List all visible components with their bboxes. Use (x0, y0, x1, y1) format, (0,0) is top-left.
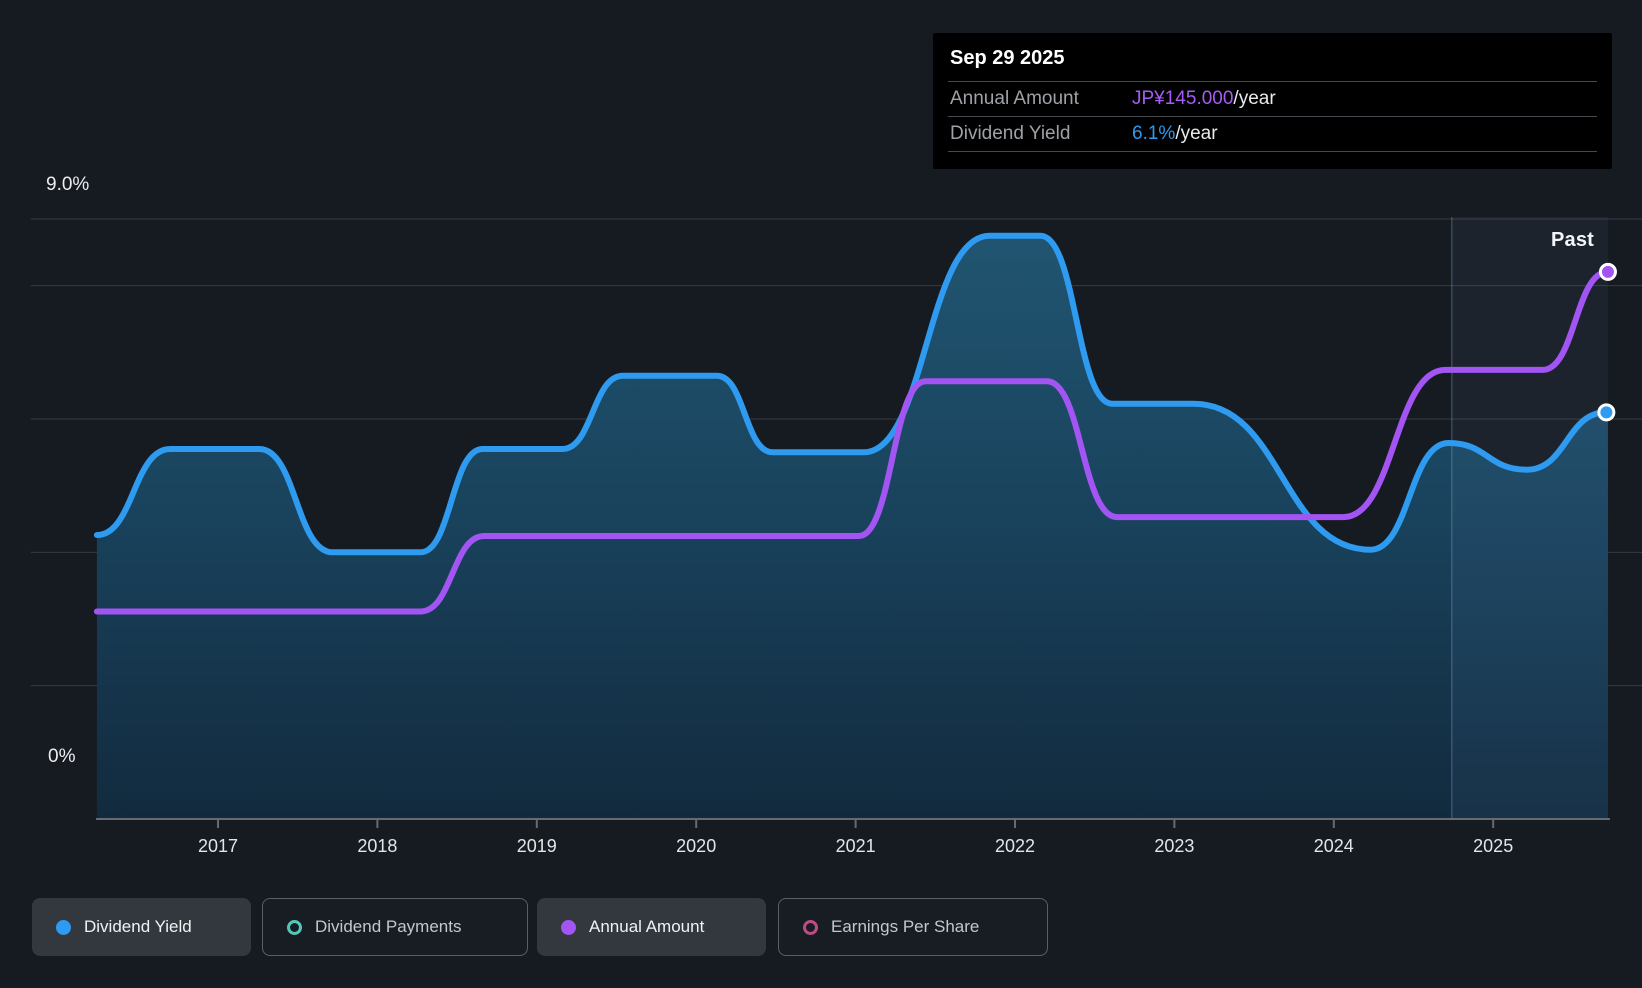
tooltip-footer-divider (948, 151, 1597, 169)
series-end-markers (1597, 262, 1617, 422)
tooltip-value-suffix: /year (1175, 123, 1218, 144)
legend-button-earnings-per-share[interactable]: Earnings Per Share (778, 898, 1048, 956)
past-region-highlight (1451, 217, 1608, 819)
tooltip-row-dividend-yield: Dividend Yield 6.1%/year (948, 116, 1597, 151)
ring-dot-icon (287, 919, 302, 935)
x-axis-label: 2025 (1473, 836, 1514, 856)
legend-label: Dividend Payments (315, 917, 462, 936)
x-axis-label: 2022 (994, 836, 1036, 856)
tooltip-row-annual-amount: Annual Amount JP¥145.000/year (948, 81, 1597, 116)
y-axis-max-label: 9.0% (46, 174, 90, 195)
legend-label: Dividend Yield (84, 917, 192, 936)
x-axis-label: 2018 (357, 836, 398, 856)
x-axis-line (96, 818, 1610, 828)
legend-button-dividend-payments[interactable]: Dividend Payments (262, 898, 528, 956)
tooltip-value: JP¥145.000 (1132, 88, 1234, 109)
x-axis-label: 2020 (676, 836, 717, 856)
x-axis-label: 2019 (516, 836, 557, 856)
x-axis-label: 2023 (1154, 836, 1195, 856)
legend-button-annual-amount[interactable]: Annual Amount (537, 898, 766, 956)
tooltip-date: Sep 29 2025 (950, 47, 1065, 69)
x-axis-label: 2021 (835, 836, 876, 856)
tooltip-label: Dividend Yield (950, 123, 1071, 144)
tooltip-label: Annual Amount (950, 88, 1079, 109)
past-label: Past (1550, 229, 1594, 251)
yield-area-fill (96, 235, 1608, 819)
tooltip-value-suffix: /year (1233, 88, 1276, 109)
legend-label: Annual Amount (589, 917, 705, 936)
chart-tooltip: Sep 29 2025 Annual Amount JP¥145.000/yea… (933, 33, 1612, 169)
legend-button-dividend-yield[interactable]: Dividend Yield (32, 898, 251, 956)
filled-dot-icon (561, 919, 576, 935)
tooltip-value: 6.1% (1132, 123, 1176, 144)
legend-label: Earnings Per Share (831, 917, 980, 936)
x-axis-label: 2017 (197, 836, 239, 856)
x-axis-label: 2024 (1313, 836, 1354, 856)
chart-series-lines (93, 232, 1611, 615)
filled-dot-icon (56, 919, 71, 935)
y-axis-min-label: 0% (48, 746, 76, 767)
ring-dot-icon (803, 919, 818, 935)
chart-legend: Dividend Yield Dividend Payments Annual … (0, 898, 1642, 956)
